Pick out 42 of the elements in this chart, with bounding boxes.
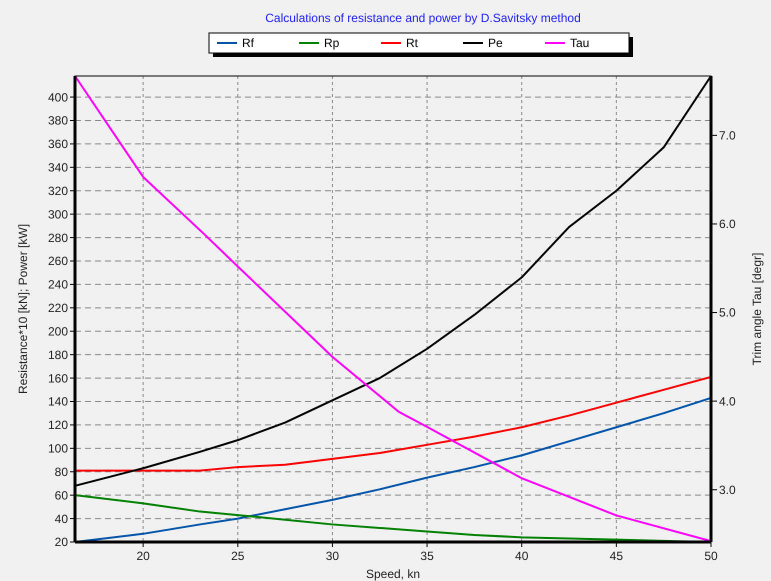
y-tick-label: 140 [48, 394, 68, 409]
y-tick-label: 380 [48, 114, 68, 128]
x-tick-label: 35 [420, 549, 434, 563]
y2-tick-label: 3.0 [719, 482, 736, 497]
y-tick-label: 40 [54, 512, 68, 526]
y-axis-title: Resistance*10 [kN]; Power [kW] [16, 224, 30, 394]
y-tick-label: 220 [48, 301, 68, 316]
legend-label: Rt [406, 36, 419, 50]
legend-label: Rf [242, 36, 255, 50]
y-tick-label: 160 [48, 371, 68, 386]
y-tick-label: 120 [48, 418, 68, 432]
x-tick-label: 45 [610, 549, 624, 563]
y2-tick-label: 7.0 [719, 128, 736, 143]
y-tick-label: 260 [48, 254, 68, 268]
x-tick-label: 40 [515, 549, 529, 563]
y-tick-label: 360 [48, 137, 68, 152]
y2-tick-label: 4.0 [719, 394, 736, 408]
x-axis-title: Speed, kn [366, 567, 420, 581]
y-tick-label: 240 [48, 278, 68, 292]
chart-title: Calculations of resistance and power by D.Savitsky method [265, 11, 581, 25]
y-tick-label: 280 [48, 230, 68, 245]
y-tick-label: 400 [48, 90, 68, 104]
y-tick-label: 80 [54, 464, 68, 479]
legend-label: Pe [488, 36, 504, 50]
y2-tick-label: 5.0 [719, 306, 736, 320]
y-tick-label: 340 [48, 160, 68, 175]
y-tick-label: 100 [48, 442, 68, 456]
x-tick-label: 20 [136, 549, 150, 563]
y-tick-label: 200 [48, 324, 68, 338]
y2-axis-title: Trim angle Tau [degr] [750, 252, 764, 366]
legend-label: Tau [570, 36, 590, 50]
y-tick-label: 320 [48, 184, 68, 198]
y-tick-label: 180 [48, 348, 68, 362]
x-tick-label: 30 [326, 549, 340, 563]
y-tick-label: 20 [54, 535, 68, 550]
x-tick-label: 25 [231, 549, 245, 563]
legend-label: Rp [324, 36, 340, 50]
x-tick-label: 50 [704, 549, 718, 563]
y-tick-label: 60 [54, 488, 68, 502]
y2-tick-label: 6.0 [719, 217, 736, 232]
y-tick-label: 300 [48, 207, 68, 222]
line-series [74, 376, 712, 472]
